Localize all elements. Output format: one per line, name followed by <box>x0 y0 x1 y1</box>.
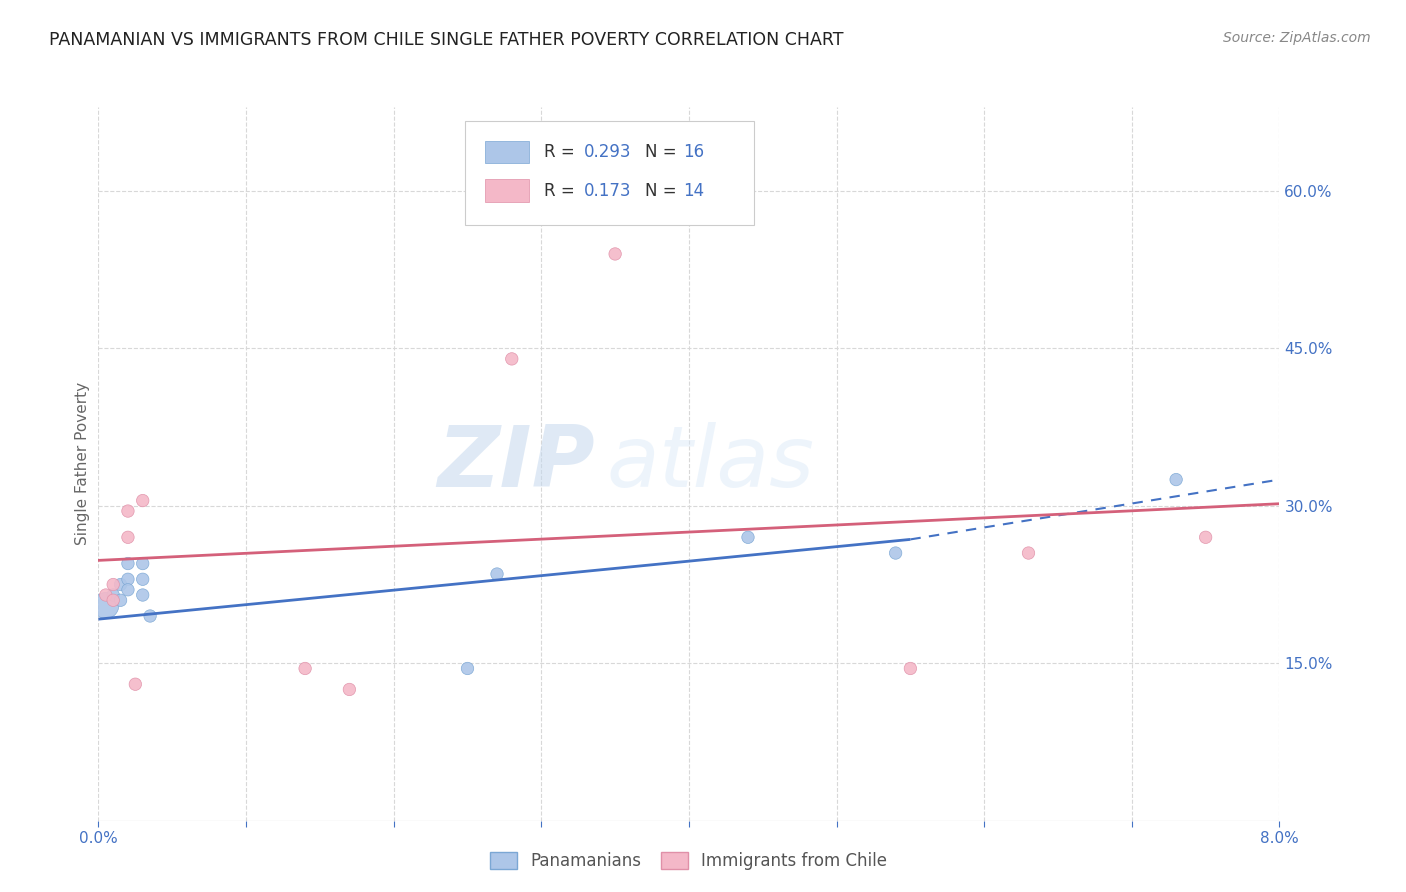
Point <box>1194 530 1216 544</box>
Text: Source: ZipAtlas.com: Source: ZipAtlas.com <box>1223 31 1371 45</box>
Point <box>1164 473 1187 487</box>
Point <box>103 588 125 602</box>
Point <box>117 582 139 597</box>
Point <box>501 351 523 366</box>
Text: 0.173: 0.173 <box>583 182 631 200</box>
Point <box>103 593 125 607</box>
Text: ZIP: ZIP <box>437 422 595 506</box>
Text: atlas: atlas <box>606 422 814 506</box>
Text: N =: N = <box>645 182 682 200</box>
Point <box>737 530 759 544</box>
Text: 0.293: 0.293 <box>583 143 631 161</box>
Point <box>124 677 146 691</box>
Point <box>110 593 132 607</box>
Point <box>103 577 125 591</box>
Point <box>132 557 155 571</box>
Legend: Panamanians, Immigrants from Chile: Panamanians, Immigrants from Chile <box>484 845 894 877</box>
Text: R =: R = <box>544 143 579 161</box>
Point <box>132 572 155 586</box>
Text: 14: 14 <box>683 182 704 200</box>
Point <box>132 493 155 508</box>
Point <box>294 661 316 675</box>
Text: N =: N = <box>645 143 682 161</box>
Point <box>132 588 155 602</box>
Point <box>337 682 360 697</box>
Point <box>117 504 139 518</box>
Y-axis label: Single Father Poverty: Single Father Poverty <box>75 383 90 545</box>
Text: 16: 16 <box>683 143 704 161</box>
Point <box>117 557 139 571</box>
Text: PANAMANIAN VS IMMIGRANTS FROM CHILE SINGLE FATHER POVERTY CORRELATION CHART: PANAMANIAN VS IMMIGRANTS FROM CHILE SING… <box>49 31 844 49</box>
Point <box>884 546 907 560</box>
Text: R =: R = <box>544 182 585 200</box>
Point <box>485 567 508 582</box>
Point <box>605 247 627 261</box>
Point <box>94 599 117 613</box>
Point <box>94 588 117 602</box>
Point <box>456 661 478 675</box>
FancyBboxPatch shape <box>464 121 754 225</box>
Point <box>117 572 139 586</box>
Point <box>900 661 922 675</box>
Point <box>1017 546 1039 560</box>
FancyBboxPatch shape <box>485 141 530 163</box>
Point <box>139 609 162 624</box>
Point <box>110 577 132 591</box>
FancyBboxPatch shape <box>485 179 530 202</box>
Point <box>117 530 139 544</box>
